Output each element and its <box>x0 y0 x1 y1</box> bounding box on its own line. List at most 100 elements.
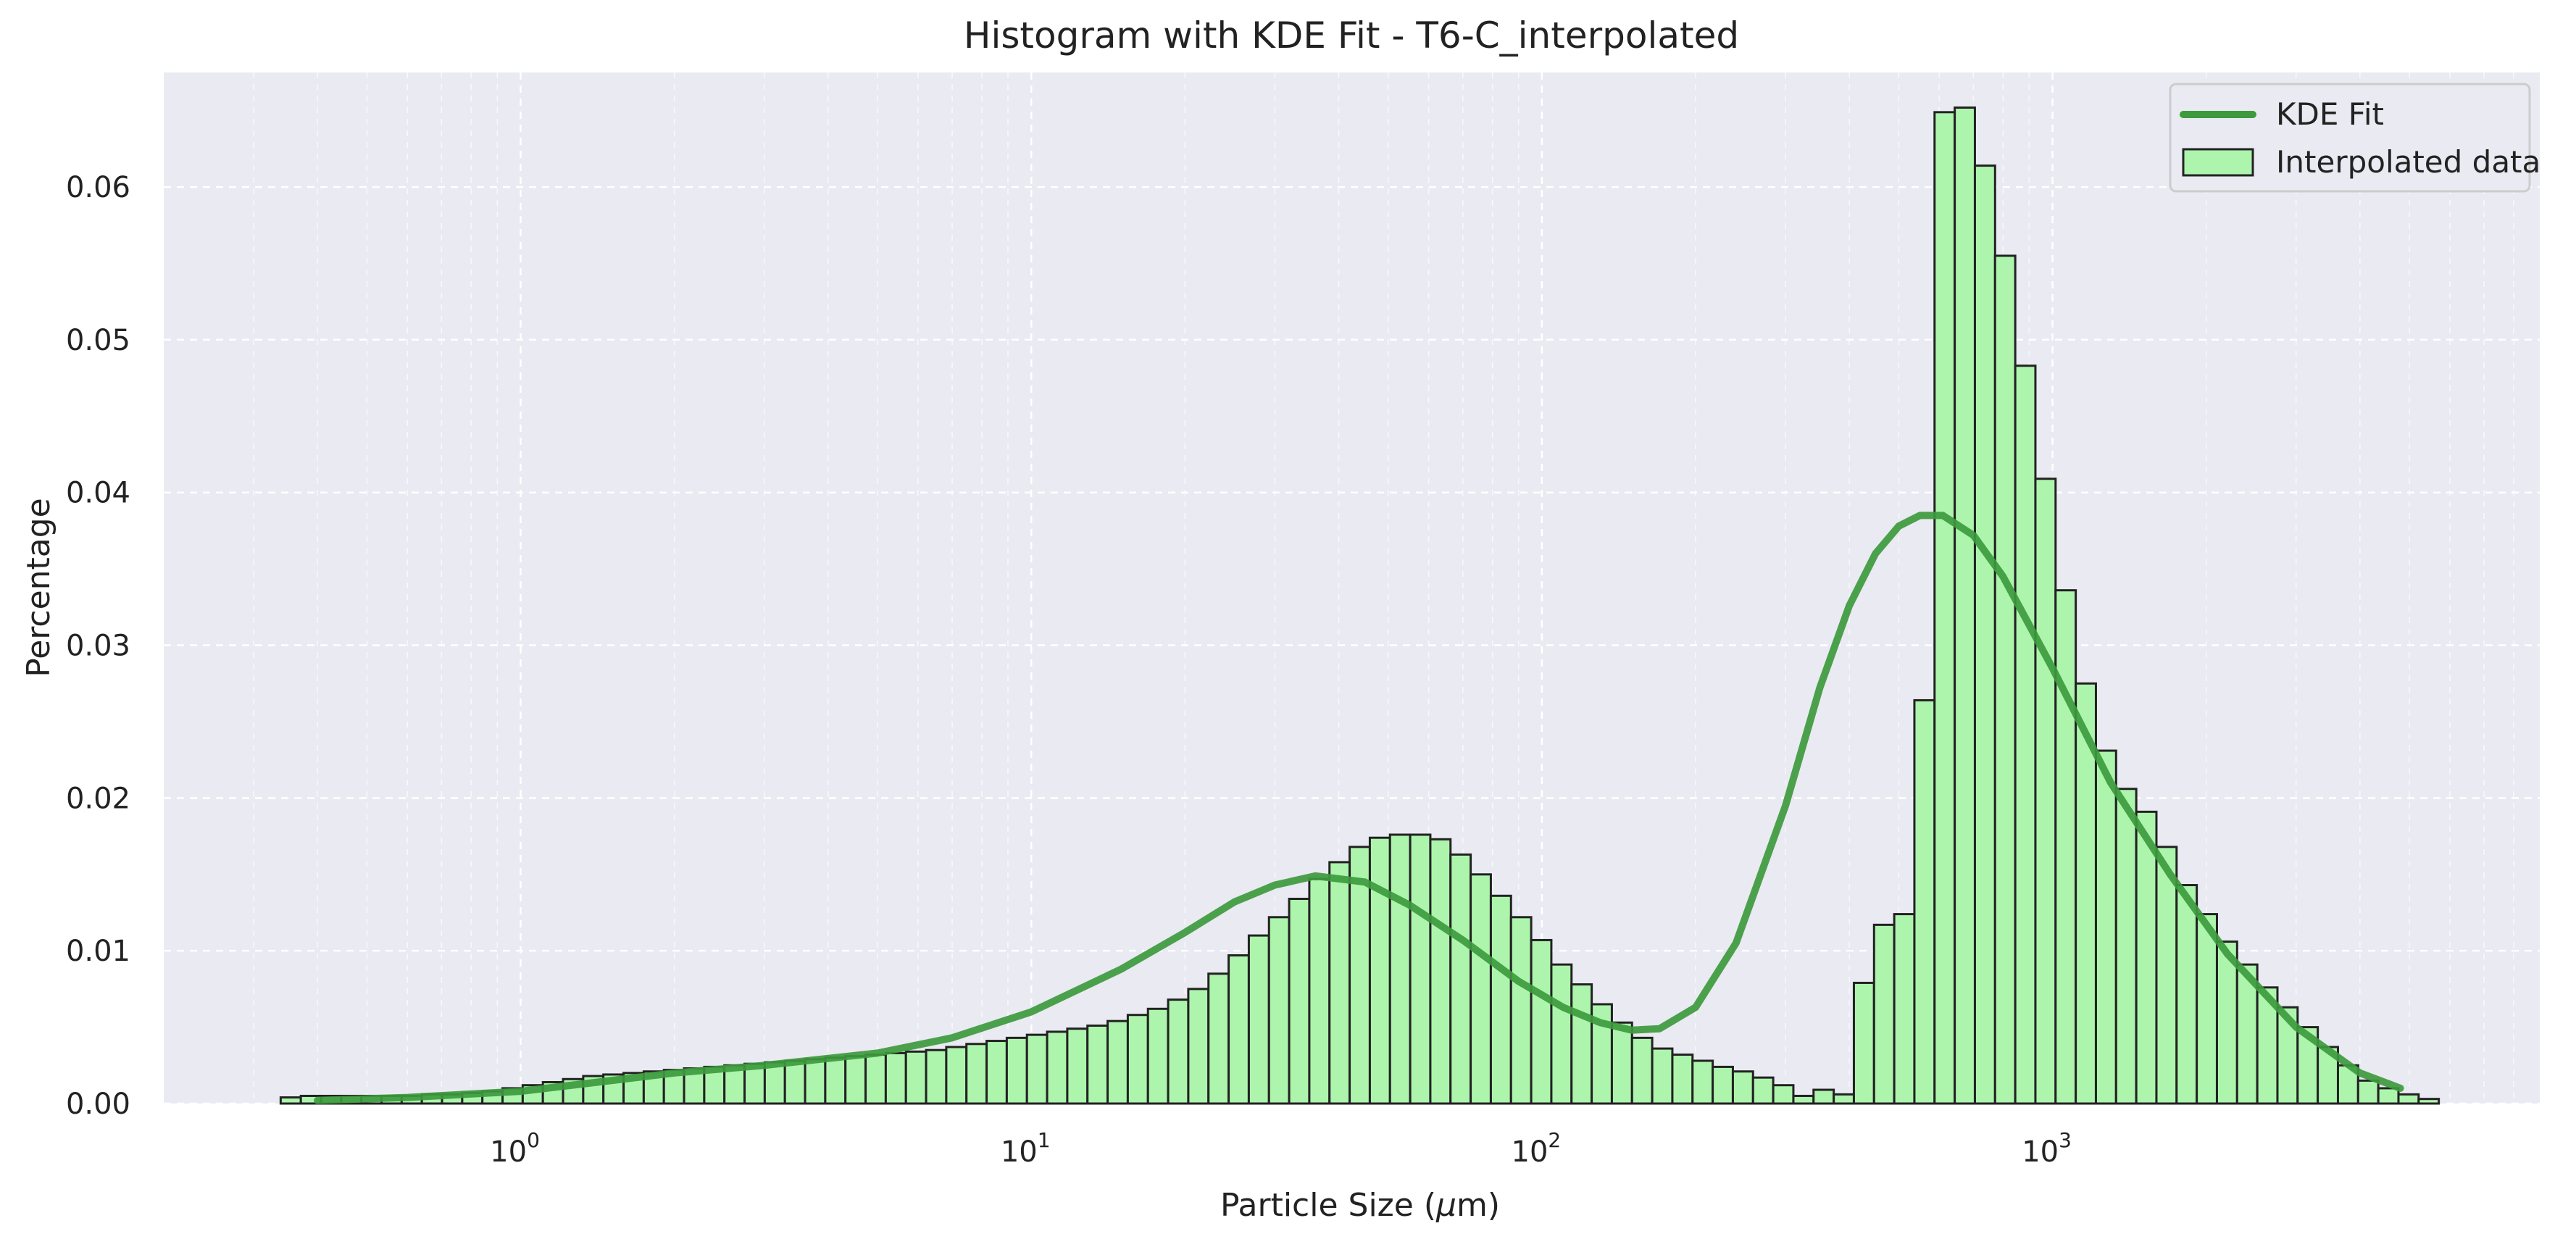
histogram-bar <box>1691 1059 1714 1105</box>
histogram-bar <box>279 1096 302 1105</box>
histogram-bar <box>2215 941 2238 1105</box>
legend-box <box>2169 83 2531 193</box>
histogram-bar <box>1066 1027 1089 1105</box>
x-tick-base: 10 <box>1512 1135 1548 1169</box>
histogram-bar <box>2155 846 2178 1105</box>
histogram-bar <box>1328 861 1351 1105</box>
histogram-bar <box>1530 938 1553 1105</box>
histogram-bar <box>1610 1021 1633 1105</box>
histogram-bar <box>2034 477 2057 1105</box>
y-tick-label: 0.01 <box>66 935 130 968</box>
histogram-bar <box>1046 1030 1069 1105</box>
histogram-bar <box>1470 873 1492 1105</box>
x-axis-label: Particle Size (μm) <box>1220 1187 1500 1224</box>
legend-kde-label: KDE Fit <box>2276 96 2384 132</box>
histogram-bar <box>945 1046 968 1105</box>
x-tick-base: 10 <box>1001 1135 1038 1169</box>
x-tick-label: 103 <box>2022 1128 2072 1169</box>
histogram-bar <box>1349 846 1371 1105</box>
y-tick-label: 0.00 <box>66 1088 130 1121</box>
histogram-bar <box>904 1050 928 1105</box>
x-axis-label-unit: m) <box>1456 1187 1500 1224</box>
histogram-bar <box>1812 1088 1835 1105</box>
histogram-bar <box>1671 1054 1694 1105</box>
legend: KDE Fit Interpolated data <box>2169 83 2540 193</box>
histogram-bar <box>864 1054 887 1105</box>
histogram-bar <box>1167 998 1190 1105</box>
histogram-bar <box>2135 810 2158 1105</box>
histogram-bar <box>844 1055 867 1105</box>
histogram-bar <box>2196 913 2218 1105</box>
histogram-bar <box>925 1048 948 1105</box>
histogram-bar <box>1893 913 1916 1105</box>
y-tick-label: 0.04 <box>66 477 130 510</box>
histogram-bar <box>1993 254 2017 1105</box>
histogram-bar <box>2377 1087 2400 1105</box>
histogram-bar <box>1247 934 1270 1105</box>
x-tick-label: 102 <box>1512 1128 1562 1169</box>
histogram-bar <box>1550 963 1573 1105</box>
y-tick-labels: 0.00 0.01 0.02 0.03 0.04 0.05 0.06 <box>66 171 130 1121</box>
histogram-bar <box>804 1058 827 1105</box>
histogram-bars <box>279 106 2440 1105</box>
histogram-bar <box>1267 916 1291 1105</box>
histogram-bar <box>1772 1084 1795 1105</box>
x-tick-base: 10 <box>490 1135 527 1169</box>
histogram-bar <box>1409 833 1432 1105</box>
histogram-bar <box>2397 1093 2420 1105</box>
histogram-bar <box>1207 972 1230 1105</box>
histogram-bar <box>1227 954 1250 1105</box>
histogram-bar <box>985 1040 1008 1105</box>
histogram-bar <box>1933 111 1956 1105</box>
histogram-bar <box>1086 1024 1109 1105</box>
histogram-bar <box>1126 1014 1149 1105</box>
histogram-bar <box>1388 833 1412 1105</box>
histogram-bar <box>1005 1036 1028 1105</box>
histogram-bar <box>1973 164 1996 1105</box>
y-tick-label: 0.06 <box>66 171 130 204</box>
y-tick-label: 0.03 <box>66 630 130 663</box>
histogram-bar <box>1489 894 1512 1105</box>
histogram-bar <box>1429 838 1452 1105</box>
x-axis-label-mu: μ <box>1435 1187 1456 1224</box>
histogram-bar <box>1368 836 1391 1105</box>
histogram-bar <box>2054 589 2077 1105</box>
x-tick-exponent: 1 <box>1038 1128 1051 1152</box>
legend-bar-swatch <box>2182 148 2254 177</box>
histogram-bar <box>1872 923 1896 1105</box>
histogram-bar <box>1913 698 1936 1105</box>
histogram-bar <box>2094 749 2117 1105</box>
x-tick-exponent: 2 <box>1548 1128 1561 1152</box>
histogram-bar <box>1025 1033 1049 1105</box>
y-axis-label: Percentage <box>20 498 57 677</box>
histogram-bar <box>1630 1036 1654 1105</box>
chart-title: Histogram with KDE Fit - T6-C_interpolat… <box>964 14 1739 57</box>
y-tick-label: 0.02 <box>66 782 130 815</box>
histogram-bar <box>743 1062 766 1105</box>
histogram-bar <box>2114 788 2138 1105</box>
histogram-bar <box>2256 986 2279 1105</box>
x-tick-label: 101 <box>1001 1128 1051 1169</box>
histogram-bar <box>1288 898 1311 1105</box>
histogram-bar <box>1651 1047 1674 1105</box>
histogram-bar <box>1449 853 1472 1105</box>
histogram-bar <box>884 1051 907 1105</box>
histogram-bar <box>2014 364 2037 1105</box>
histogram-bar <box>1712 1065 1734 1105</box>
histogram-bar <box>1731 1070 1754 1105</box>
y-tick-label: 0.05 <box>66 324 130 357</box>
histogram-bar <box>783 1059 806 1105</box>
histogram-bar <box>824 1056 847 1105</box>
histogram-bar <box>1792 1094 1815 1105</box>
histogram-bar <box>1570 983 1593 1105</box>
histogram-bar <box>1187 988 1210 1105</box>
x-axis-label-text: Particle Size ( <box>1220 1187 1436 1224</box>
x-tick-base: 10 <box>2022 1135 2059 1169</box>
histogram-bar <box>1833 1093 1855 1105</box>
x-tick-exponent: 3 <box>2059 1128 2072 1152</box>
histogram-bar <box>2175 884 2198 1105</box>
x-tick-label: 100 <box>490 1128 540 1169</box>
x-tick-exponent: 0 <box>527 1128 540 1152</box>
histogram-bar <box>1509 916 1533 1105</box>
